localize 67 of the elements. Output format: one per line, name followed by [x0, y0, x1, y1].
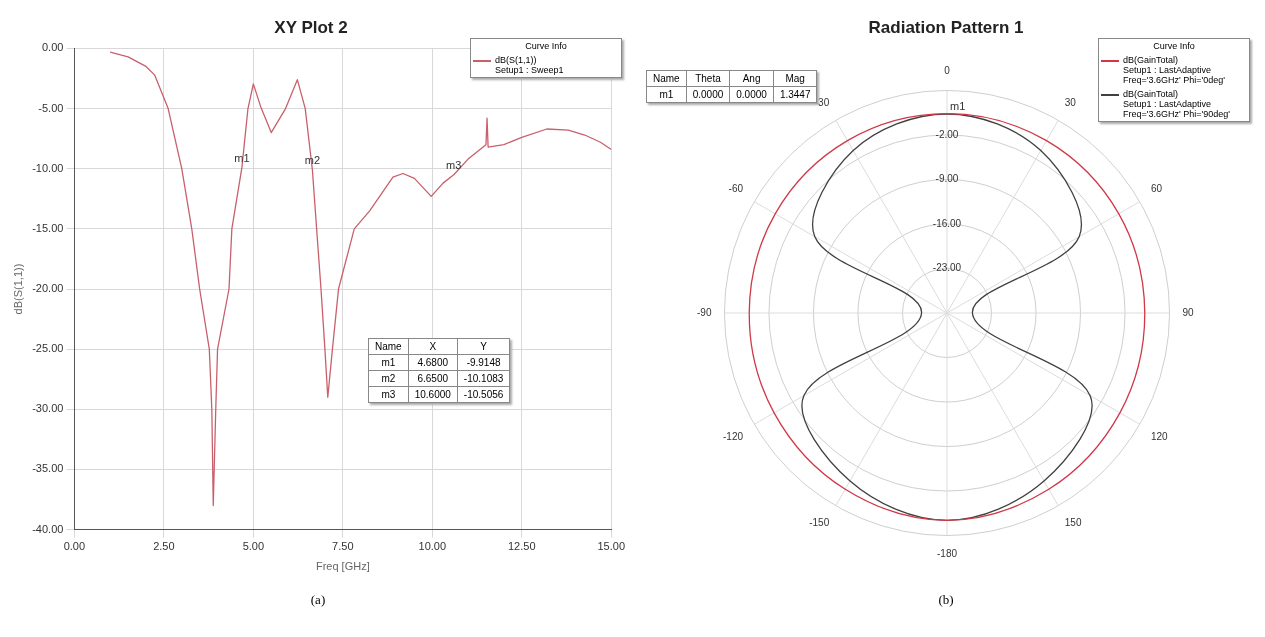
chart-title: XY Plot 2 — [274, 17, 348, 37]
annotation: -9.9148 — [457, 354, 510, 371]
y-tick-label: -25.00 — [32, 342, 64, 355]
x-tick-label: 10.00 — [418, 540, 447, 553]
annotation: -10.1083 — [457, 370, 510, 387]
spoke-label: 0 — [944, 65, 951, 77]
spoke-label: -90 — [697, 306, 712, 318]
y-tick-label: -15.00 — [32, 221, 64, 234]
text: 0.0000 — [729, 86, 774, 103]
annotation: m1 — [368, 354, 409, 371]
x-tick-label: 15.00 — [597, 540, 625, 553]
annotation: -10.5056 — [457, 386, 510, 403]
annotation: Name — [368, 338, 409, 355]
text: (b) — [937, 592, 955, 608]
annotation: m2 — [304, 154, 321, 166]
annotation: 4.6800 — [408, 354, 458, 371]
text: m1 — [646, 86, 687, 103]
y-tick-label: 0.00 — [41, 41, 64, 54]
x-tick-label: 5.00 — [242, 540, 265, 553]
y-tick-label: -23.00 — [932, 262, 962, 274]
chart-title: Radiation Pattern 1 — [868, 17, 1024, 37]
spoke-label: -60 — [728, 182, 744, 194]
text: (a) — [309, 592, 327, 608]
text: 0.0000 — [686, 86, 730, 103]
y-tick-label: -16.00 — [932, 217, 962, 229]
annotation: 10.6000 — [408, 386, 458, 403]
legend-title: Curve Info — [524, 40, 568, 53]
spoke-label: -150 — [809, 516, 830, 528]
spoke-label: -30 — [814, 96, 830, 108]
annotation: m1 — [234, 151, 250, 164]
x-tick-label: 2.50 — [153, 540, 175, 553]
y-tick-label: -5.00 — [38, 101, 64, 114]
text: Name — [646, 70, 687, 87]
spoke-label: 150 — [1064, 516, 1082, 528]
y-tick-label: -10.00 — [32, 161, 64, 174]
text: Theta — [686, 70, 730, 87]
legend-label: dB(S(1,1)) Setup1 : Sweep1 — [495, 55, 564, 75]
y-tick-label: -35.00 — [32, 462, 64, 475]
text: Mag — [773, 70, 817, 87]
x-tick-label: 12.50 — [508, 540, 536, 553]
spoke-label: 90 — [1182, 306, 1195, 318]
y-tick-label: -9.00 — [935, 173, 959, 185]
x-tick-label: 7.50 — [332, 540, 354, 553]
spoke-label: -180 — [936, 548, 958, 560]
spoke-label: 60 — [1150, 182, 1163, 194]
spoke-label: 30 — [1064, 96, 1077, 108]
annotation: Y — [457, 338, 510, 355]
y-tick-label: -30.00 — [32, 402, 64, 415]
annotation: m2 — [368, 370, 409, 387]
y-tick-label: -20.00 — [32, 282, 64, 295]
annotation: m3 — [368, 386, 409, 403]
legend-title: Curve Info — [1152, 40, 1196, 53]
spoke-label: 120 — [1150, 430, 1169, 442]
annotation: 6.6500 — [408, 370, 458, 387]
text: 1.3447 — [779, 89, 811, 100]
annotation: X — [408, 338, 458, 355]
text: m1 — [950, 99, 966, 112]
legend-label: dB(GainTotal) Setup1 : LastAdaptive Freq='3.6GHz' Phi='0deg' — [1123, 55, 1225, 85]
text: Ang — [729, 70, 774, 87]
y-axis-title: dB(S(1,1)) — [11, 263, 24, 315]
y-tick-label: -40.00 — [32, 522, 64, 535]
x-axis-title: Freq [GHz] — [315, 560, 370, 573]
legend-label: dB(GainTotal) Setup1 : LastAdaptive Freq='3.6GHz' Phi='90deg' — [1123, 89, 1230, 119]
spoke-label: -120 — [722, 430, 744, 442]
x-tick-label: 0.00 — [63, 540, 86, 553]
y-tick-label: -2.00 — [935, 128, 959, 140]
annotation: m3 — [446, 158, 462, 171]
